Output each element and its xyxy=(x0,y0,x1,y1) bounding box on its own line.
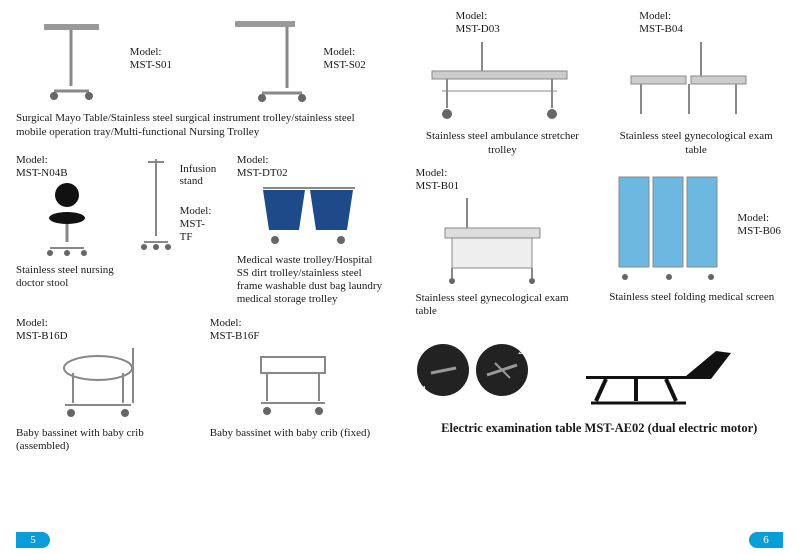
caption: Stainless steel folding medical screen xyxy=(609,291,783,304)
model-text: Model: xyxy=(639,10,671,22)
model-code: MST-B01 xyxy=(416,180,460,192)
row-1: Model: MST-S01 Model: MST-S02 xyxy=(16,16,384,106)
stretcher-icon xyxy=(416,36,590,126)
product-mst-n04b: Model: MST-N04B Stainless steel nursing … xyxy=(16,154,118,291)
electric-table-icon xyxy=(550,331,784,411)
stool-icon xyxy=(16,180,118,260)
detail-1: 1 xyxy=(416,343,471,398)
waste-trolley-icon xyxy=(237,180,384,250)
model-label: Model: MST-B01 xyxy=(416,167,460,193)
detail-num-1: 1 xyxy=(422,384,428,396)
caption: Baby bassinet with baby crib (assembled) xyxy=(16,427,190,453)
product-mst-d03: Model: MST-D03 Stainless steel ambulance… xyxy=(416,10,590,157)
caption: Stainless steel nursing doctor stool xyxy=(16,264,118,290)
product-mst-b01: Model: MST-B01 Stainless steel gynecolog… xyxy=(416,167,590,319)
infusion-label: Infusion stand xyxy=(180,163,217,187)
product-mst-s01: Model: MST-S01 xyxy=(16,16,190,106)
caption: Stainless steel gynecological exam table xyxy=(609,130,783,156)
model-label: Model: MST-DT02 xyxy=(237,154,288,180)
right-page: Model: MST-D03 Stainless steel ambulance… xyxy=(400,0,799,554)
electric-table-title: Electric examination table MST-AE02 (dua… xyxy=(416,421,784,436)
caption: Stainless steel ambulance stretcher trol… xyxy=(416,130,590,156)
model-text: Model: xyxy=(737,212,769,224)
model-label: Model: MST-N04B xyxy=(16,154,68,180)
left-page: Model: MST-S01 Model: MST-S02 Surgical xyxy=(0,0,400,554)
screen-icon xyxy=(611,167,731,287)
bassinet-icon xyxy=(210,343,384,423)
row-3: Model: MST-B16D Baby bassinet with baby … xyxy=(16,317,384,454)
caption: Stainless steel gynecological exam table xyxy=(416,292,590,318)
model-code: MST-TF xyxy=(180,218,205,243)
model-text: Model: xyxy=(237,154,269,166)
product-mst-b16d: Model: MST-B16D Baby bassinet with baby … xyxy=(16,317,190,454)
detail-images: 1 2 xyxy=(416,343,530,398)
model-code: MST-B06 xyxy=(737,225,781,237)
row-1: Model: MST-D03 Stainless steel ambulance… xyxy=(416,10,784,157)
product-mst-dt02: Model: MST-DT02 Medical waste trolley/Ho… xyxy=(237,154,384,307)
model-code: MST-DT02 xyxy=(237,167,288,179)
model-text: Model: xyxy=(210,317,242,329)
bassinet-icon xyxy=(16,343,190,423)
model-label: Model: MST-B16F xyxy=(210,317,260,343)
model-text: Model: xyxy=(180,205,212,217)
model-label: Model: MST-B16D xyxy=(16,317,68,343)
model-label: Model: MST-B06 xyxy=(737,212,781,238)
model-text: Model: xyxy=(416,167,448,179)
model-code: MST-S02 xyxy=(323,59,365,71)
model-label: Model: MST-S01 xyxy=(130,46,172,72)
product-mst-b06: Model: MST-B06 Stainless steel folding m… xyxy=(609,167,783,304)
page-number-left: 5 xyxy=(16,532,50,548)
model-code: MST-D03 xyxy=(456,23,500,35)
model-text: Model: xyxy=(456,10,488,22)
model-label: Model: MST-TF xyxy=(180,205,217,245)
exam-table-icon xyxy=(416,193,590,288)
row1-caption: Surgical Mayo Table/Stainless steel surg… xyxy=(16,112,384,140)
row-2: Model: MST-N04B Stainless steel nursing … xyxy=(16,154,384,307)
caption: Baby bassinet with baby crib (fixed) xyxy=(210,427,384,440)
product-mst-b04: Model: MST-B04 Stainless steel gynecolog… xyxy=(609,10,783,157)
model-code: MST-B16D xyxy=(16,330,68,342)
model-code: MST-N04B xyxy=(16,167,68,179)
product-mst-s02: Model: MST-S02 xyxy=(210,16,384,106)
caption: Medical waste trolley/Hospital SS dirt t… xyxy=(237,254,384,307)
model-text: Model: xyxy=(16,154,48,166)
model-label: Model: MST-D03 xyxy=(456,10,500,36)
model-code: MST-B04 xyxy=(639,23,683,35)
detail-num-2: 2 xyxy=(518,345,524,357)
product-mst-tf: Infusion stand Model: MST-TF xyxy=(138,154,217,254)
mayo-table-icon xyxy=(227,16,317,106)
row-3: 1 2 xyxy=(416,331,784,411)
product-mst-b16f: Model: MST-B16F Baby bassinet with baby … xyxy=(210,317,384,441)
row-2: Model: MST-B01 Stainless steel gynecolog… xyxy=(416,167,784,319)
model-text: Model: xyxy=(323,46,355,58)
model-text: Model: xyxy=(16,317,48,329)
iv-stand-icon xyxy=(138,154,174,254)
catalog-spread: Model: MST-S01 Model: MST-S02 Surgical xyxy=(0,0,799,554)
model-text: Model: xyxy=(130,46,162,58)
model-code: MST-S01 xyxy=(130,59,172,71)
detail-2: 2 xyxy=(475,343,530,398)
mayo-table-icon xyxy=(34,16,124,106)
model-label: Model: MST-S02 xyxy=(323,46,365,72)
page-number-right: 6 xyxy=(749,532,783,548)
model-code: MST-B16F xyxy=(210,330,260,342)
model-label: Model: MST-B04 xyxy=(639,10,683,36)
exam-table-icon xyxy=(609,36,783,126)
